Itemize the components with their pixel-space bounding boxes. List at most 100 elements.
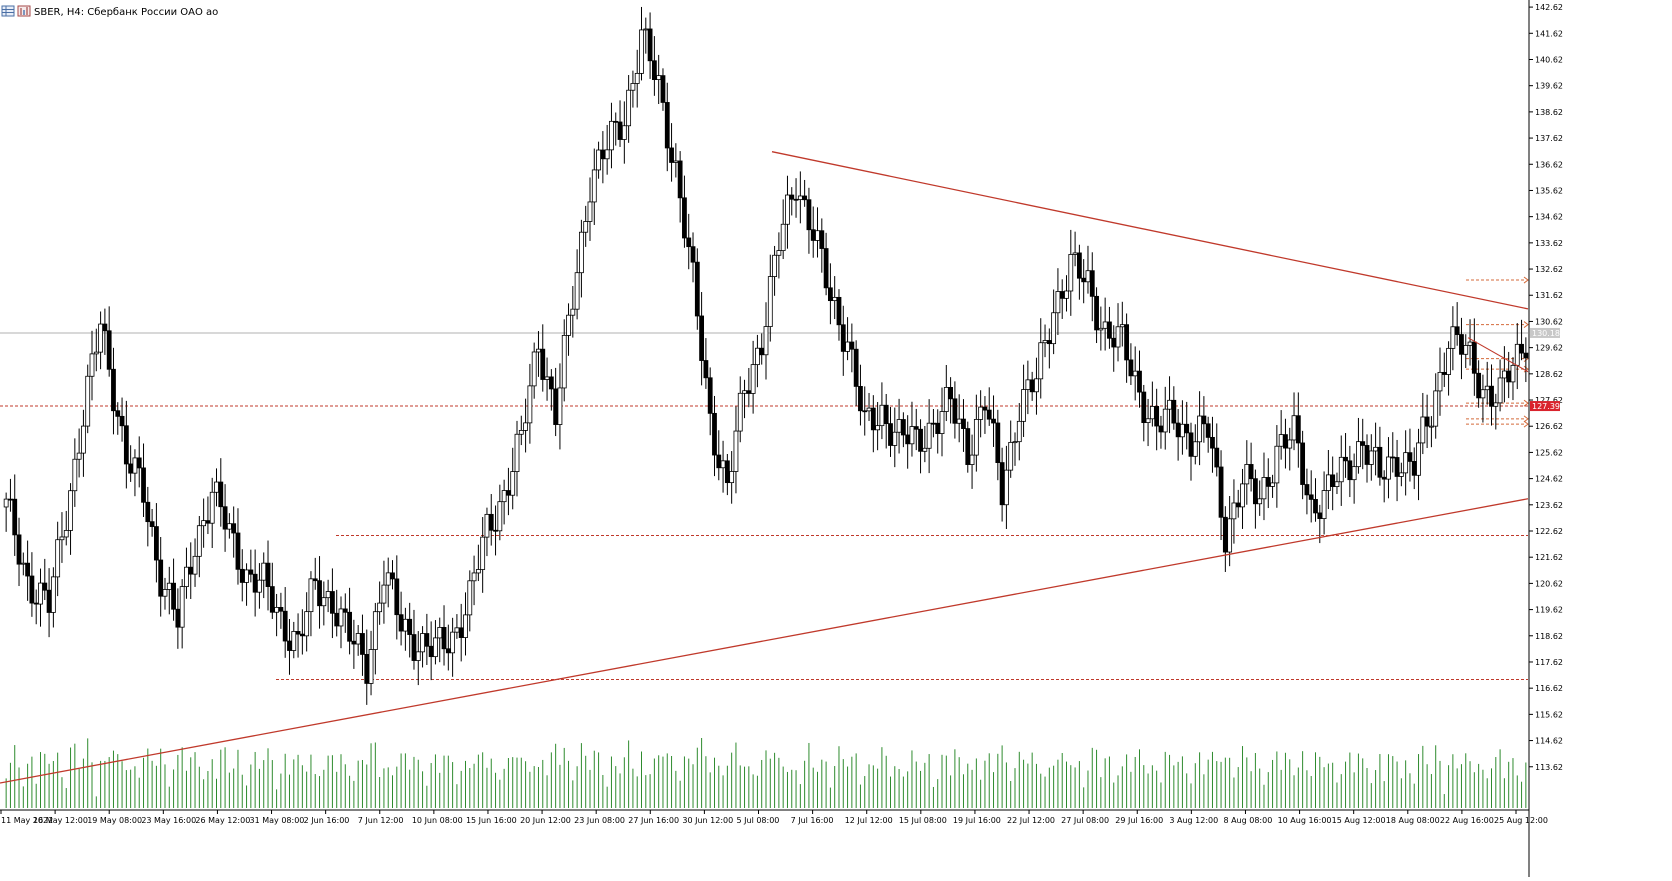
candle-bull: [433, 637, 438, 658]
candle-bear: [111, 368, 116, 412]
candle-bull: [1240, 483, 1245, 508]
chart-grid-icon[interactable]: [1, 5, 15, 17]
candle-bull: [1433, 390, 1439, 427]
candle-bull: [1450, 326, 1456, 349]
candle-bull: [480, 536, 486, 570]
price-tick-label: 134.62: [1535, 213, 1563, 222]
price-tick-label: 115.62: [1535, 710, 1563, 719]
candle-bull: [1321, 490, 1327, 519]
trendlines[interactable]: [0, 151, 1529, 784]
candle-bear: [862, 410, 868, 413]
candle-bull: [780, 223, 786, 251]
candle-bear: [12, 498, 18, 536]
candle-bull: [510, 471, 516, 496]
candle-bear: [407, 618, 413, 635]
candle-bull: [1398, 472, 1404, 477]
candle-bull: [81, 425, 86, 454]
candle-bull: [1514, 343, 1520, 366]
price-tick-label: 123.62: [1535, 501, 1563, 510]
candle-bear: [759, 347, 765, 356]
candle-bear: [102, 323, 108, 332]
chart-bars-icon[interactable]: [17, 5, 31, 17]
price-tick-label: 140.62: [1535, 55, 1563, 64]
price-tick-label: 125.62: [1535, 448, 1563, 457]
time-tick-label: 10 Aug 16:00: [1278, 816, 1332, 825]
candle-bull: [978, 406, 984, 420]
target-arrow-icon: [1523, 321, 1529, 328]
candle-bull: [1231, 502, 1237, 520]
candle-bull: [832, 296, 838, 302]
price-tick-label: 126.62: [1535, 422, 1563, 431]
candle-bear: [1283, 434, 1288, 449]
time-tick-label: 11 May 2022: [1, 816, 53, 825]
candle-bull: [1042, 340, 1048, 344]
candle-bull: [1437, 371, 1443, 392]
candle-bear: [1407, 452, 1413, 462]
candle-bear: [682, 197, 687, 239]
time-tick-label: 20 Jun 12:00: [520, 816, 571, 825]
candle-bull: [1034, 378, 1039, 393]
candle-bear: [1295, 415, 1301, 444]
candle-bull: [1180, 423, 1185, 438]
candle-bear: [793, 198, 799, 201]
candle-bear: [870, 407, 876, 431]
chart-header: SBER, H4: Сбербанк России ОАО ао: [1, 5, 218, 18]
candle-bull: [609, 120, 614, 151]
candle-bear: [1424, 416, 1430, 427]
candle-bull: [742, 390, 747, 394]
time-tick-label: 23 Jun 08:00: [574, 816, 625, 825]
price-tick-label: 118.62: [1535, 632, 1563, 641]
candle-bear: [1046, 340, 1052, 345]
candles: [3, 6, 1529, 705]
candle-bull: [209, 491, 215, 524]
time-tick-label: 22 Aug 16:00: [1440, 816, 1494, 825]
candle-bull: [733, 430, 739, 472]
candle-bear: [342, 608, 348, 613]
candle-bull: [926, 422, 932, 449]
price-tick-label: 132.62: [1535, 265, 1563, 274]
time-tick-label: 29 Jul 16:00: [1115, 816, 1163, 825]
candle-bear: [278, 607, 284, 612]
candle-bull: [1501, 370, 1507, 379]
candle-bear: [965, 428, 971, 465]
candle-bull: [1480, 389, 1486, 399]
candle-bull: [1038, 342, 1044, 380]
candle-bear: [441, 627, 447, 650]
candle-bear: [506, 490, 511, 496]
candle-bull: [1119, 324, 1125, 328]
candle-bear: [424, 633, 430, 647]
candle-bull: [1261, 477, 1267, 500]
candle-bull: [1244, 464, 1250, 485]
candle-bear: [900, 419, 906, 436]
candle-bear: [1317, 512, 1323, 519]
candle-bear: [1218, 466, 1224, 518]
symbol-title: SBER, H4: Сбербанк России ОАО ао: [34, 7, 218, 18]
candle-bear: [16, 534, 22, 565]
candle-bear: [1265, 477, 1271, 487]
candle-bear: [188, 566, 194, 575]
candle-bull: [184, 566, 189, 588]
time-tick-label: 26 May 12:00: [195, 816, 250, 825]
candle-bull: [244, 569, 249, 583]
candle-bull: [214, 481, 219, 493]
candle-bull: [20, 562, 26, 565]
candle-bear: [312, 578, 318, 582]
bid-price-badge: [1530, 327, 1560, 338]
price-tick-label: 124.62: [1535, 475, 1563, 484]
candle-bull: [643, 28, 649, 31]
candle-bull: [1012, 441, 1018, 444]
candle-bull: [55, 539, 61, 578]
candle-bear: [991, 418, 996, 424]
candle-bear: [724, 460, 730, 484]
candle-bear: [119, 415, 125, 427]
candle-bull: [1257, 498, 1263, 505]
candle-bull: [557, 387, 563, 425]
target-arrow-icon: [1523, 276, 1529, 284]
candle-bull: [166, 582, 172, 590]
candle-bear: [849, 341, 855, 350]
price-tick-label: 121.62: [1535, 553, 1563, 562]
candle-bear: [999, 462, 1005, 506]
target-arrow-icon: [1523, 420, 1529, 428]
